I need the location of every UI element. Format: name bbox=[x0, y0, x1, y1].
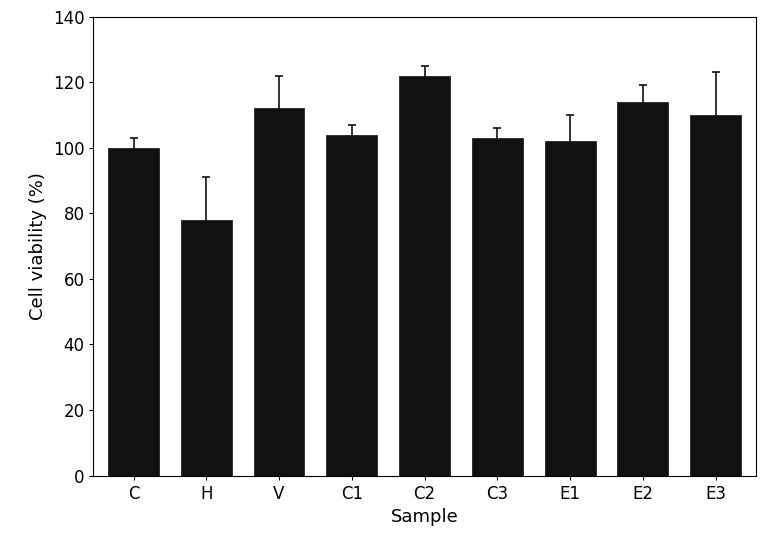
X-axis label: Sample: Sample bbox=[391, 508, 458, 526]
Bar bbox=[326, 134, 377, 476]
Bar bbox=[545, 141, 596, 476]
Bar bbox=[181, 220, 231, 476]
Bar bbox=[253, 108, 305, 476]
Bar bbox=[399, 76, 450, 476]
Bar bbox=[618, 102, 668, 476]
Bar bbox=[108, 148, 159, 476]
Y-axis label: Cell viability (%): Cell viability (%) bbox=[29, 172, 48, 320]
Bar bbox=[472, 138, 523, 476]
Bar bbox=[690, 115, 741, 476]
